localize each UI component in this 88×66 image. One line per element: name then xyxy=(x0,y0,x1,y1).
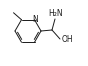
Text: N: N xyxy=(32,15,38,24)
Text: H₂N: H₂N xyxy=(49,9,63,17)
Text: OH: OH xyxy=(62,36,73,44)
